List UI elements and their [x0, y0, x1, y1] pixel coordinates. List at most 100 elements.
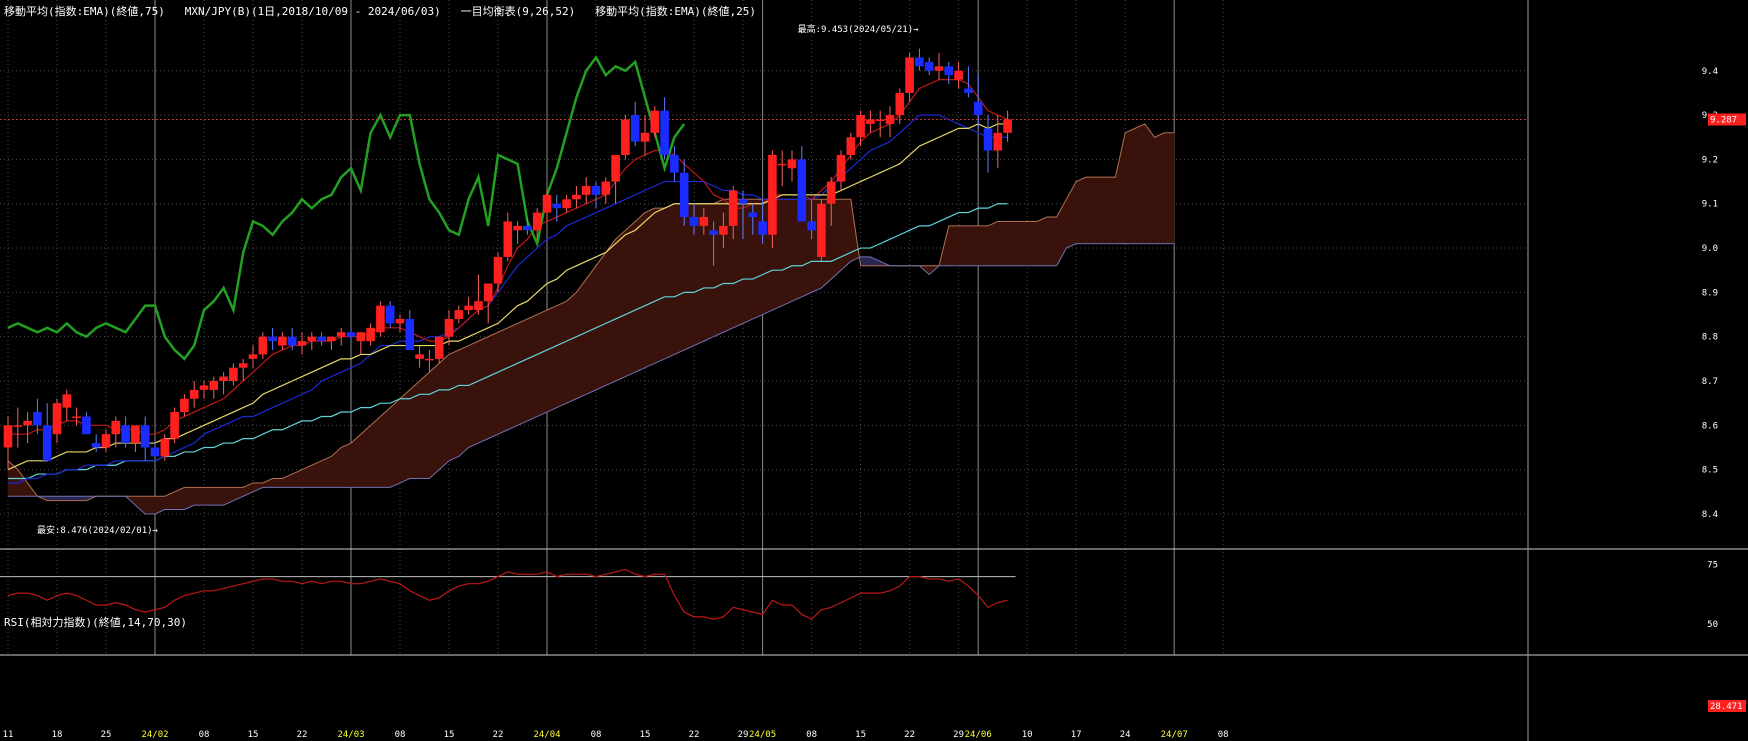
cloud-segment	[252, 482, 264, 493]
cloud-segment	[987, 221, 999, 267]
candle-body	[62, 394, 72, 408]
grid	[0, 0, 1528, 655]
cloud-segment	[1154, 132, 1165, 244]
x-tick-label: 29	[953, 730, 964, 740]
candle-body	[493, 256, 503, 284]
candle-body	[376, 305, 385, 333]
x-tick-label: 08	[395, 730, 406, 740]
candle-body	[101, 434, 111, 448]
y-tick-label: 8.6	[1702, 421, 1718, 431]
candle-body	[993, 132, 1003, 151]
y-tick-label: 9.1	[1702, 200, 1718, 210]
candle-body	[297, 341, 307, 346]
candle-body	[366, 327, 375, 342]
cloud-segment	[1036, 216, 1048, 267]
cloud-segment	[1026, 221, 1038, 267]
candle-body	[915, 57, 924, 67]
candle-body	[454, 310, 464, 319]
cloud-segment	[781, 199, 793, 307]
cloud-segment	[615, 229, 626, 382]
cloud-segment	[76, 495, 87, 501]
candle-body	[238, 363, 248, 368]
cloud-segment	[272, 478, 283, 488]
candle-body	[346, 332, 356, 337]
x-tick-label: 22	[493, 730, 504, 740]
cloud-segment	[1115, 132, 1126, 244]
x-tick-label: 24/07	[1161, 730, 1188, 740]
candle-body	[356, 332, 366, 342]
candle-body	[248, 354, 258, 359]
cloud-segment	[1134, 123, 1146, 244]
senkou-span-a	[7, 123, 1175, 502]
cloud-segment	[448, 349, 460, 462]
rsi-tag: 28.471	[1710, 702, 1743, 712]
candle-body	[180, 398, 189, 413]
candle-body	[219, 376, 228, 382]
candle-body	[140, 425, 150, 448]
cloud-segment	[644, 207, 656, 369]
cloud-segment	[380, 407, 391, 488]
candle-body	[503, 221, 513, 257]
candle-body	[111, 420, 121, 435]
cloud-segment	[830, 199, 842, 280]
candle-body	[483, 283, 493, 302]
x-tick-label: 15	[855, 730, 866, 740]
cloud-segment	[438, 353, 450, 471]
y-tick-label: 8.8	[1702, 333, 1718, 343]
x-tick-label: 22	[904, 730, 915, 740]
candle-body	[836, 154, 846, 182]
cloud-segment	[1105, 176, 1116, 244]
candle-body	[944, 66, 954, 76]
candle-body	[209, 381, 219, 390]
cloud-segment	[331, 446, 342, 488]
candle-body	[964, 88, 973, 93]
candle-body	[199, 385, 209, 390]
candle-body	[738, 199, 748, 204]
candle-body	[689, 217, 699, 226]
main-chart-header: 移動平均(指数:EMA)(終値,75) MXN/JPY(B)(1日,2018/1…	[4, 5, 756, 18]
candle-body	[287, 336, 297, 346]
candle-body	[160, 438, 170, 457]
cloud-segment	[1075, 176, 1087, 244]
cloud-segment	[193, 487, 205, 506]
rsi-panel: 75 50	[0, 561, 1718, 630]
cloud-segment	[997, 221, 1008, 267]
cloud-segment	[664, 203, 675, 360]
candle-body	[42, 425, 52, 461]
price-tag-bg	[1708, 113, 1746, 126]
cloud-segment	[66, 495, 77, 501]
ema75-line	[8, 203, 1008, 480]
cloud-segment	[566, 291, 577, 404]
chikou-line	[7, 55, 686, 361]
cloud-segment	[742, 199, 754, 324]
cloud-segment	[340, 442, 352, 488]
x-tick-label: 08	[806, 730, 817, 740]
cloud-segment	[487, 331, 499, 440]
candle-body	[768, 154, 777, 235]
cloud-segment	[1007, 221, 1018, 267]
cloud-segment	[468, 340, 479, 448]
x-tick-label: 24/05	[749, 730, 776, 740]
cloud-segment	[1085, 176, 1097, 244]
candle-body	[170, 412, 179, 439]
cloud-segment	[1056, 199, 1067, 266]
candle-body	[542, 194, 552, 213]
cloud-segment	[135, 495, 146, 515]
cloud-segment	[968, 225, 979, 267]
candle-body	[1003, 119, 1012, 133]
rsi-line	[7, 568, 1008, 620]
cloud-segment	[497, 327, 509, 435]
cloud-segment	[536, 309, 548, 417]
candle-body	[709, 230, 718, 235]
cloud-segment	[409, 380, 420, 479]
candle-body	[679, 172, 689, 218]
cloud-segment	[654, 207, 665, 364]
candle-body	[807, 221, 816, 231]
candle-body	[464, 305, 473, 311]
candle-body	[229, 367, 238, 382]
x-tick-label: 15	[248, 730, 259, 740]
low-annotation: 最安:8.476(2024/02/01)→	[37, 524, 159, 536]
candle-body	[562, 199, 571, 209]
candle-body	[777, 163, 787, 166]
